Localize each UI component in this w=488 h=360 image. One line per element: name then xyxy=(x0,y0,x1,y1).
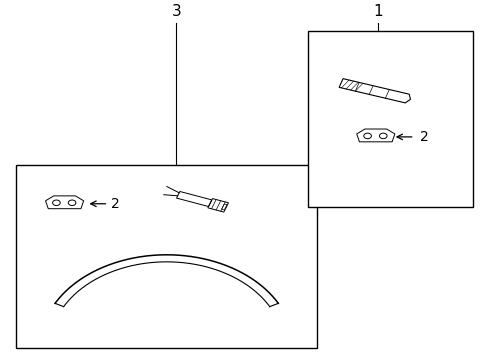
Text: 3: 3 xyxy=(171,4,181,19)
Bar xyxy=(16,165,317,348)
Text: 2: 2 xyxy=(111,197,119,211)
Bar xyxy=(307,31,472,207)
Text: 1: 1 xyxy=(373,4,382,19)
Text: 2: 2 xyxy=(419,130,427,144)
